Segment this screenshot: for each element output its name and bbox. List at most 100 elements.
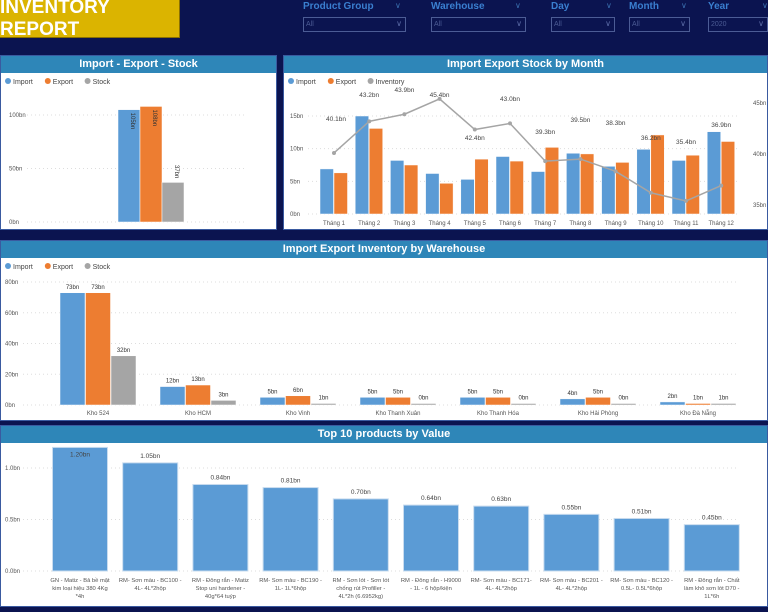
import-export-stock-chart: Import Export Stock 0bn 50bn 100bn 105bn 108bn 3…	[5, 78, 246, 226]
warehouse-dropdown[interactable]: All ∨	[431, 17, 526, 32]
bar-import	[495, 156, 510, 215]
x-tick-label: 4L- 4L*2hộp	[485, 586, 517, 592]
filter-day[interactable]: Day ∨ All ∨	[551, 0, 615, 32]
inventory-data-label: 43.0bn	[500, 96, 520, 103]
x-tick-label: Kho 524	[87, 411, 110, 417]
inventory-data-label: 38.3bn	[606, 120, 626, 127]
data-label: 1bn	[318, 395, 328, 401]
data-label: 5bn	[593, 389, 603, 395]
filter-label: Warehouse	[431, 1, 485, 12]
collapse-chevron-icon[interactable]: ∨	[395, 1, 401, 10]
legend-marker	[84, 78, 91, 84]
chevron-down-icon: ∨	[516, 19, 522, 28]
data-label: 0bn	[518, 396, 528, 402]
inventory-data-label: 43.9bn	[394, 87, 414, 94]
x-tick-label: RM- Sơn màu - BC190 -	[259, 578, 322, 584]
data-label: 1.20bn	[70, 451, 90, 458]
bar-export	[139, 106, 163, 223]
dropdown-value: All	[434, 21, 442, 28]
x-tick-label: Kho HCM	[185, 411, 211, 417]
legend-item: Export	[53, 264, 73, 271]
legend-item: Import	[13, 79, 33, 86]
y-tick-label: 5bn	[290, 179, 300, 185]
inventory-data-label: 35.4bn	[676, 139, 696, 146]
legend-item: Import	[13, 264, 33, 271]
data-label: 5bn	[367, 389, 377, 395]
x-tick-label: Tháng 4	[429, 221, 452, 227]
data-label: 73bn	[91, 285, 104, 291]
x-tick-label: Kho Đà Nẵng	[680, 410, 716, 417]
inventory-line	[333, 98, 722, 202]
bar-export	[185, 384, 211, 406]
day-dropdown[interactable]: All ∨	[551, 17, 615, 32]
month-dropdown[interactable]: All ∨	[629, 17, 690, 32]
bar-stock	[410, 403, 437, 406]
bar-import	[559, 398, 586, 406]
data-label: 13bn	[191, 377, 204, 383]
bar-export	[85, 292, 111, 406]
filter-product-group[interactable]: Product Group ∨ All ∨	[303, 0, 406, 32]
bar-stock	[161, 182, 185, 223]
legend-item: Stock	[93, 79, 111, 86]
dropdown-value: All	[306, 21, 314, 28]
x-tick-label: 4L*2h (6.6952kg)	[339, 594, 384, 600]
x-tick-label: *4h	[76, 594, 85, 600]
filter-label: Product Group	[303, 1, 374, 12]
chevron-down-icon: ∨	[758, 19, 764, 28]
inventory-data-label: 40.1bn	[326, 116, 346, 123]
x-tick-label: 4L- 4L*2hộp	[134, 586, 166, 592]
y-tick-label: 60bn	[5, 311, 18, 317]
filter-warehouse[interactable]: Warehouse ∨ All ∨	[431, 0, 526, 32]
inventory-point	[684, 198, 688, 203]
collapse-chevron-icon[interactable]: ∨	[681, 1, 687, 10]
inventory-point	[613, 169, 618, 174]
data-label: 0.70bn	[351, 489, 371, 496]
inventory-point	[648, 190, 653, 195]
y-tick-label: 0.5bn	[5, 518, 20, 524]
dropdown-value: 2020	[711, 21, 727, 28]
x-tick-label: RM- Sơn màu - BC201 -	[540, 578, 603, 584]
bar-import	[390, 160, 405, 215]
x-tick-label: làm khô sơn lót D70 -	[684, 586, 739, 592]
data-label: 0.81bn	[281, 478, 301, 485]
panel-title: Import Export Stock by Month	[284, 56, 767, 73]
report-title: INVENTORY REPORT	[0, 0, 180, 40]
legend-marker	[367, 78, 374, 84]
bar-export	[385, 397, 411, 406]
panel-title: Top 10 products by Value	[1, 426, 767, 443]
bar-import	[425, 173, 440, 215]
bar-import	[601, 166, 616, 215]
collapse-chevron-icon[interactable]: ∨	[515, 1, 521, 10]
data-label: 32bn	[117, 348, 130, 354]
legend-item: Inventory	[376, 79, 405, 86]
product-group-dropdown[interactable]: All ∨	[303, 17, 406, 32]
legend-marker	[44, 263, 51, 269]
bar-export	[685, 154, 700, 215]
bar-stock	[610, 403, 637, 406]
bar-export	[685, 403, 711, 406]
year-dropdown[interactable]: 2020 ∨	[708, 17, 768, 32]
monthly-chart: Import Export Inventory 0bn 5bn 10bn 15bn 35bn 4…	[288, 78, 766, 227]
bar-import	[354, 115, 369, 215]
bar-import	[159, 386, 186, 406]
legend-marker	[288, 78, 294, 84]
x-tick-label: RM- Sơn màu - BC171-	[471, 578, 532, 584]
legend-marker	[44, 78, 51, 84]
x-tick-label: Tháng 1	[323, 221, 346, 227]
bar-import	[671, 160, 686, 215]
x-tick-label: RM - Đông rắn - H9000	[401, 577, 461, 584]
x-tick-label: - 1L - 6 hộp/kiện	[410, 586, 452, 592]
collapse-chevron-icon[interactable]: ∨	[762, 1, 768, 10]
x-tick-label: Tháng 2	[358, 221, 381, 227]
product-bar	[262, 487, 319, 572]
collapse-chevron-icon[interactable]: ∨	[606, 1, 612, 10]
data-label: 5bn	[267, 389, 277, 395]
x-tick-label: RM - Đông rắn - Matiz	[192, 577, 249, 584]
product-bar	[403, 504, 459, 572]
product-bar	[332, 498, 389, 572]
inventory-data-label: 39.5bn	[570, 117, 590, 124]
data-label: 0.45bn	[702, 515, 722, 522]
filter-year[interactable]: Year ∨ 2020 ∨	[708, 0, 768, 32]
inventory-point	[578, 157, 583, 162]
filter-month[interactable]: Month ∨ All ∨	[629, 0, 690, 32]
